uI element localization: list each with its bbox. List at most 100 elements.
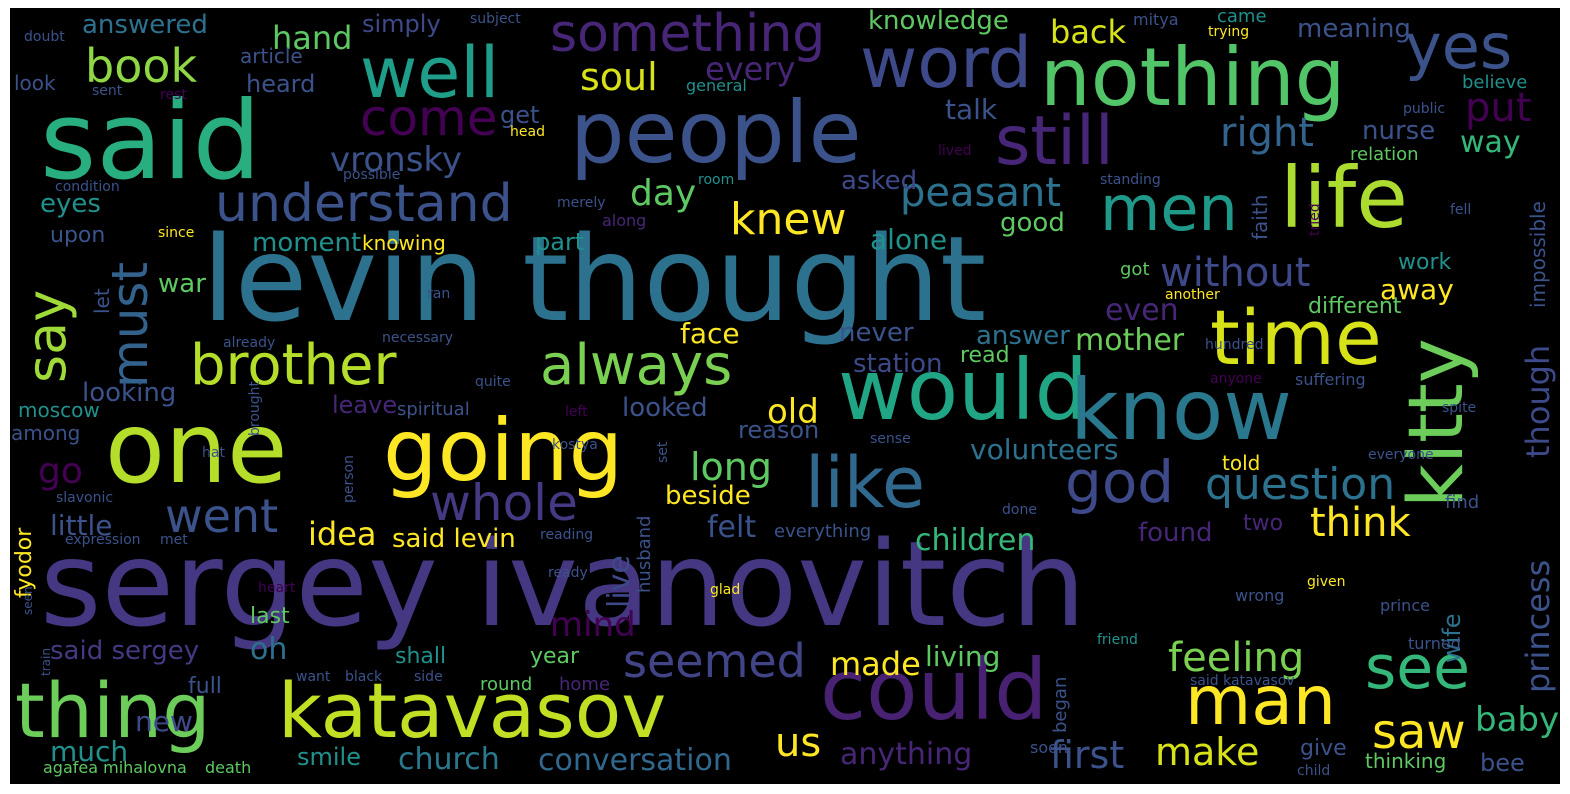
word: found (1138, 518, 1213, 548)
word: say (15, 289, 78, 383)
word: much (50, 735, 129, 768)
word: child (1297, 763, 1331, 779)
word: go (38, 451, 83, 492)
word: set (655, 441, 671, 463)
word: could (820, 641, 1048, 739)
word: given (1307, 574, 1346, 590)
word: even (1105, 293, 1179, 328)
word: subject (470, 11, 521, 27)
word: different (1308, 294, 1402, 319)
word: read (960, 343, 1010, 368)
word: seen (21, 586, 35, 615)
word: back (1050, 13, 1127, 51)
word: beside (665, 481, 751, 511)
word: general (686, 76, 747, 95)
word: upon (50, 223, 106, 248)
word: heard (246, 70, 316, 98)
word: trying (1208, 24, 1250, 40)
word: person (341, 455, 357, 503)
word: bee (1480, 749, 1525, 777)
word: began (1050, 676, 1071, 733)
word: know (1070, 361, 1292, 459)
word: relation (1350, 144, 1419, 165)
word: katavasov (278, 666, 667, 755)
word: year (530, 644, 580, 669)
word: prince (1380, 596, 1430, 615)
word: hundred (1205, 337, 1264, 353)
word: though (1519, 344, 1557, 458)
word: feeling (1168, 635, 1305, 681)
word: husband (634, 515, 655, 593)
word: hand (272, 19, 353, 57)
word: book (85, 39, 198, 93)
word: want (296, 669, 331, 685)
word: sergey ivanovitch (40, 515, 1086, 653)
word: moment (252, 228, 362, 258)
word: man (1185, 662, 1337, 741)
word: alone (870, 223, 948, 256)
word: conversation (538, 743, 732, 778)
word: long (690, 445, 773, 489)
word: men (1100, 172, 1238, 245)
word: everything (774, 521, 872, 542)
word: quite (475, 374, 511, 390)
word: without (1160, 250, 1311, 296)
word: would (838, 341, 1088, 439)
word: us (775, 720, 822, 766)
word: anyone (1210, 371, 1262, 387)
word: glad (710, 582, 741, 598)
word: always (540, 333, 733, 398)
word: get (500, 101, 540, 129)
word: leave (332, 391, 398, 419)
word: slavonic (56, 490, 114, 506)
word: answered (82, 10, 208, 40)
word: turned (1408, 634, 1461, 653)
word: article (240, 44, 303, 68)
word: part (535, 228, 585, 256)
word: side (414, 669, 443, 685)
word: death (205, 758, 252, 777)
word: home (559, 674, 611, 695)
word: two (1243, 511, 1284, 536)
word: ready (548, 565, 588, 581)
word: went (165, 489, 279, 543)
word: condition (55, 179, 120, 195)
word: sense (870, 431, 911, 447)
word: question (1205, 459, 1396, 510)
word: soon (1030, 738, 1069, 757)
word: rest (160, 87, 187, 103)
word: mind (550, 605, 636, 645)
word: felt (707, 510, 757, 545)
word: asked (841, 166, 918, 196)
word: knowing (362, 231, 446, 255)
word: brought (247, 380, 263, 436)
word: understand (215, 174, 513, 234)
word: talk (945, 93, 998, 126)
word: said katavasov (1190, 673, 1295, 689)
word: one (105, 392, 288, 506)
word: spiritual (397, 399, 470, 420)
word: mitya (1133, 10, 1179, 29)
word: anything (840, 737, 973, 772)
word: whole (430, 474, 578, 532)
word: time (1210, 293, 1382, 382)
word: along (602, 211, 647, 230)
word: never (839, 318, 914, 348)
word: eyes (40, 189, 101, 219)
word: must (101, 261, 159, 388)
word: make (1155, 730, 1260, 774)
word: since (158, 225, 195, 241)
word: made (830, 645, 921, 683)
word: train (39, 648, 53, 676)
word: kostya (552, 437, 598, 453)
word: children (915, 523, 1036, 558)
word: thinking (1365, 749, 1447, 773)
word: nothing (1040, 31, 1346, 124)
word: station (853, 349, 943, 379)
word: among (11, 421, 81, 445)
word: said levin (392, 524, 516, 554)
word: good (1000, 208, 1065, 238)
word: sent (92, 83, 123, 99)
word: smile (297, 743, 361, 771)
word: yes (1405, 10, 1513, 83)
